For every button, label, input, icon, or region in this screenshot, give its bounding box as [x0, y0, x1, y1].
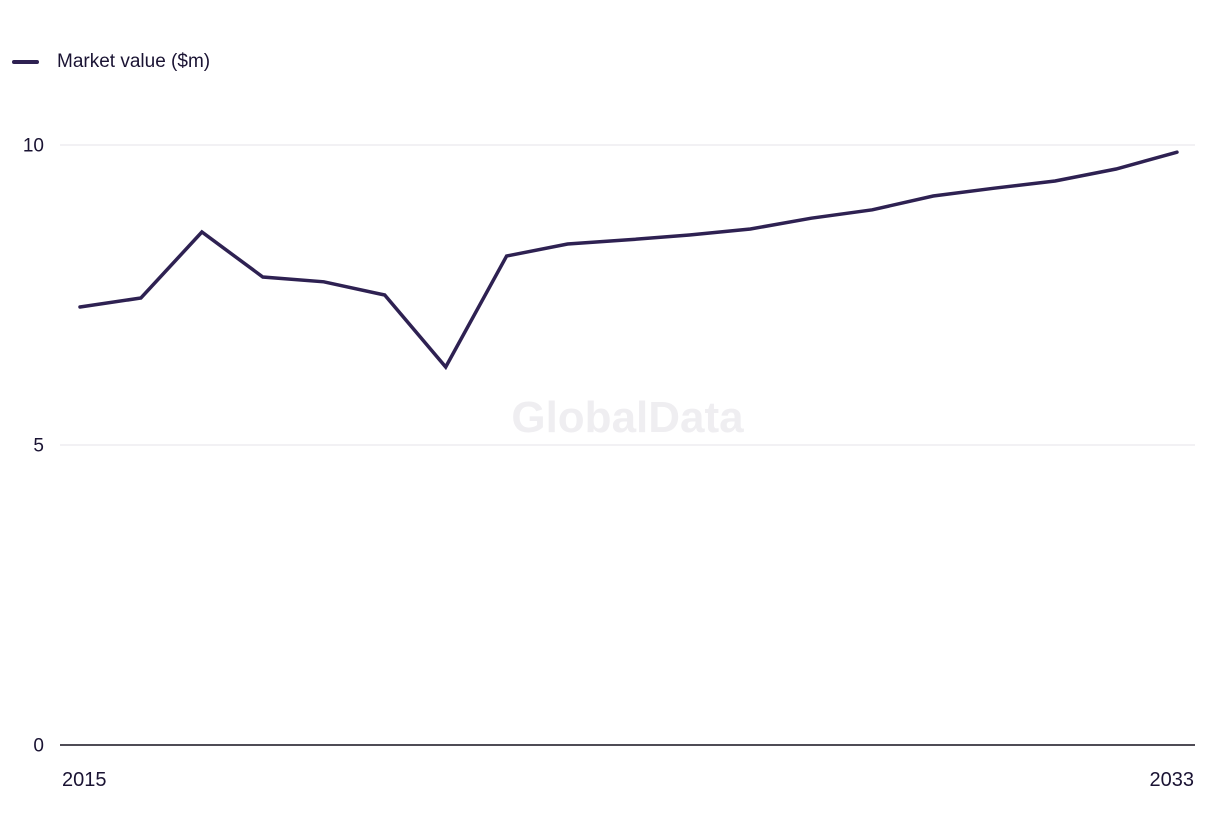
watermark: GlobalData: [511, 393, 744, 442]
chart-legend: Market value ($m): [12, 50, 210, 74]
legend-label: Market value ($m): [57, 51, 211, 72]
market-value-line: [78, 150, 1179, 371]
x-tick-label: 2033: [1150, 769, 1195, 791]
y-tick-label: 5: [33, 436, 44, 457]
y-tick-label: 10: [23, 136, 44, 157]
y-tick-label: 0: [33, 736, 44, 757]
legend-line-swatch: [12, 60, 39, 64]
x-tick-label: 2015: [62, 769, 107, 791]
